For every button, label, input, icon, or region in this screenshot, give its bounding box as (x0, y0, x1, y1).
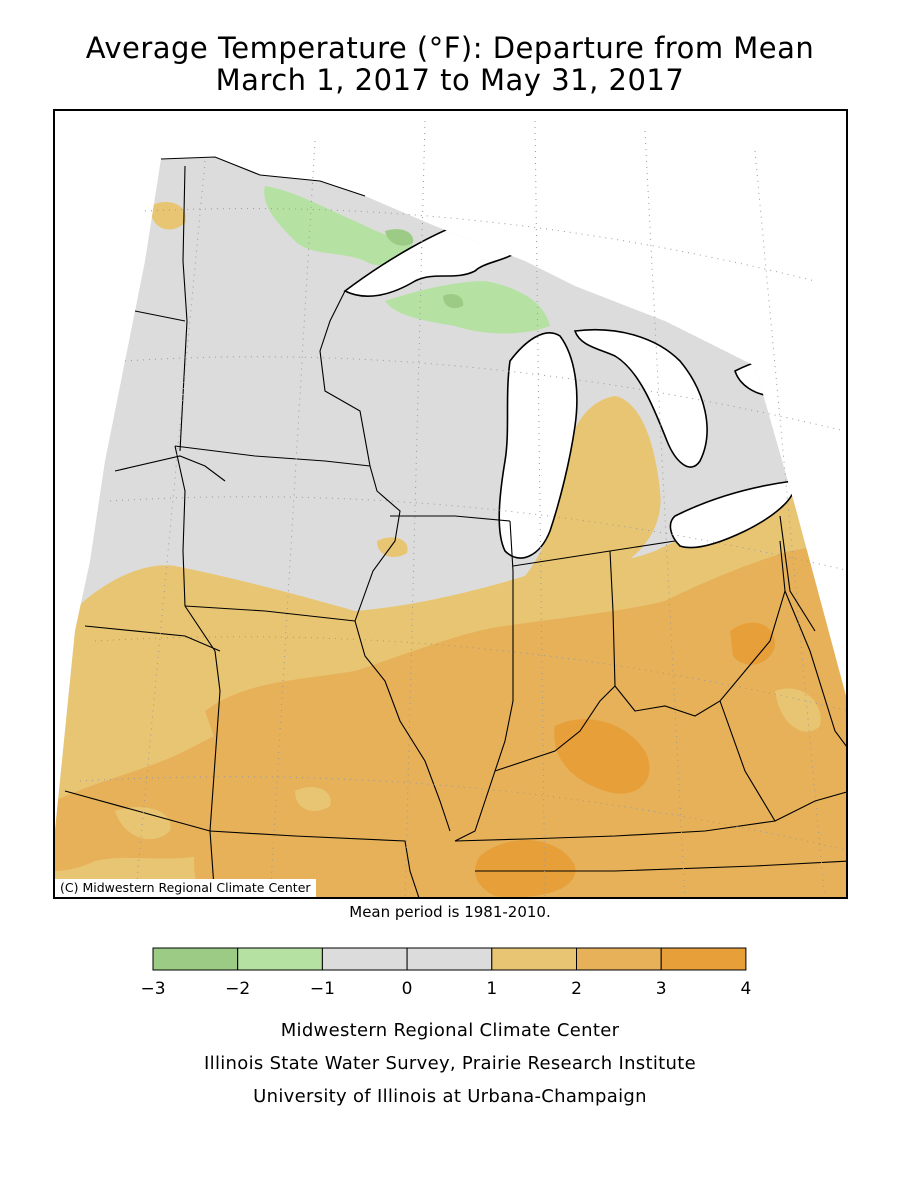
above-1-iowa (377, 537, 408, 557)
legend-swatch (406, 947, 493, 971)
graticule (79, 120, 846, 897)
lake-michigan (498, 332, 578, 559)
above-3-tennessee (475, 840, 576, 897)
legend-tick-label: −2 (225, 979, 250, 999)
color-legend: −3 −2 −1 0 1 2 3 4 (140, 947, 751, 999)
below-2-spot (385, 229, 414, 246)
credit-line: Illinois State Water Survey, Prairie Res… (204, 1053, 696, 1074)
mean-period-note: Mean period is 1981-2010. (349, 903, 551, 921)
legend-ticks: −3 −2 −1 0 1 2 3 4 (140, 979, 751, 999)
legend-boxes (152, 947, 747, 971)
legend-swatch (660, 947, 747, 971)
above-1-spot (295, 786, 331, 811)
above-2-region (194, 541, 846, 897)
legend-swatch (491, 947, 577, 971)
legend-tick-label: 3 (656, 979, 667, 999)
legend-tick-label: 1 (486, 979, 497, 999)
map-title: Average Temperature (°F): Departure from… (85, 31, 815, 65)
map-subtitle: March 1, 2017 to May 31, 2017 (215, 63, 685, 97)
legend-tick-label: −1 (310, 979, 335, 999)
departure-map (55, 120, 846, 897)
above-1-spot (115, 807, 171, 840)
above-2-plains (55, 722, 276, 871)
below-1-minnesota (264, 186, 415, 266)
above-3-kentucky (554, 719, 650, 794)
state-boundaries (64, 156, 846, 897)
above-1-spot (775, 688, 821, 732)
legend-swatch (321, 947, 408, 971)
legend-swatch (152, 947, 239, 971)
credit-line: Midwestern Regional Climate Center (280, 1020, 620, 1041)
map-frame: (C) Midwestern Regional Climate Center (53, 109, 848, 899)
copyright-label: (C) Midwestern Regional Climate Center (55, 879, 316, 897)
above-3-ohio (730, 622, 775, 665)
credit-line: University of Illinois at Urbana-Champai… (253, 1086, 647, 1107)
below-1-upper-peninsula (385, 281, 550, 334)
legend-tick-label: 4 (740, 979, 751, 999)
legend-tick-label: 0 (402, 979, 413, 999)
legend-tick-label: 2 (571, 979, 582, 999)
above-1-michigan (525, 396, 661, 576)
legend-swatch (576, 947, 662, 971)
above-1-north-dakota (150, 202, 186, 230)
below-2-spot (443, 294, 464, 309)
lake-huron (573, 328, 708, 468)
lake-erie (669, 480, 795, 549)
legend-swatch (237, 947, 323, 971)
legend-tick-label: −3 (140, 979, 165, 999)
